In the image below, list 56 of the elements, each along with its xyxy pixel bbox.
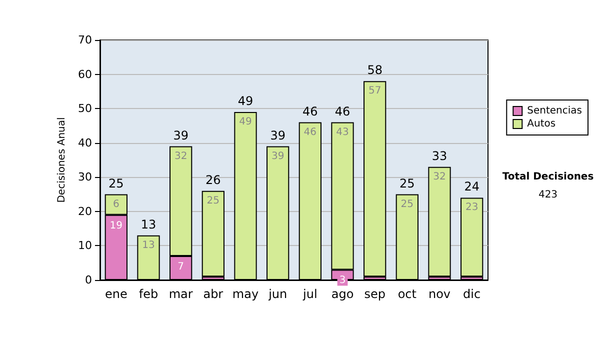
data-label: 46 — [304, 126, 317, 138]
total-label: 39 — [173, 128, 188, 142]
data-label: 7 — [178, 262, 184, 272]
y-tick-label: 50 — [78, 102, 92, 116]
data-label: 57 — [368, 86, 382, 97]
x-tick-label: sep — [364, 287, 386, 301]
x-tick-label: dic — [463, 287, 481, 301]
y-tick-label: 20 — [78, 204, 92, 218]
bar — [460, 198, 484, 277]
total-label: 25 — [108, 176, 124, 190]
data-label: 25 — [206, 195, 220, 206]
x-tick-label: ene — [104, 287, 128, 301]
x-tick-label: ago — [331, 287, 354, 301]
legend-label: Autos — [527, 118, 556, 130]
data-label: 39 — [271, 150, 284, 162]
x-tick-label: jun — [268, 287, 288, 301]
total-label: 25 — [400, 176, 415, 190]
y-tick-label: 10 — [78, 239, 92, 252]
data-label: 25 — [400, 198, 414, 210]
bar — [428, 166, 451, 277]
data-label: 49 — [239, 116, 252, 128]
bar — [202, 190, 224, 277]
data-label: 6 — [112, 198, 120, 210]
data-label: 43 — [336, 126, 349, 138]
total-label: 26 — [206, 172, 221, 187]
legend-label: Sentencias — [527, 106, 582, 116]
y-tick-label: 40 — [78, 136, 92, 150]
data-label: 23 — [465, 202, 478, 214]
x-tick-label: jul — [302, 287, 318, 301]
total-label: 33 — [432, 148, 448, 163]
y-axis-title: Decisiones Anual — [56, 117, 68, 203]
total-label: 46 — [334, 104, 350, 118]
y-tick-label: 70 — [78, 34, 92, 46]
x-tick-label: may — [232, 287, 259, 301]
data-label: 32 — [174, 150, 188, 162]
x-tick-label: feb — [138, 287, 158, 301]
data-label: 13 — [142, 240, 155, 251]
y-tick-label: 30 — [78, 170, 92, 184]
total-label: 58 — [367, 63, 382, 78]
text: 423 — [538, 190, 558, 200]
total-label: 49 — [238, 94, 254, 108]
data-label: 19 — [110, 220, 123, 232]
x-tick-label: oct — [398, 287, 417, 301]
x-tick-label: abr — [203, 287, 224, 301]
x-tick-label: nov — [428, 287, 451, 301]
total-label: 13 — [140, 217, 156, 232]
total-label: 24 — [464, 180, 480, 194]
data-label: 3 — [339, 275, 346, 286]
x-tick-label: mar — [168, 287, 193, 301]
data-label: 32 — [433, 171, 446, 182]
text: Total Decisiones — [502, 172, 594, 182]
bar — [364, 81, 386, 277]
total-label: 39 — [270, 128, 286, 142]
total-label: 46 — [302, 104, 318, 118]
y-tick-label: 0 — [85, 274, 92, 286]
y-tick-label: 60 — [78, 68, 92, 81]
